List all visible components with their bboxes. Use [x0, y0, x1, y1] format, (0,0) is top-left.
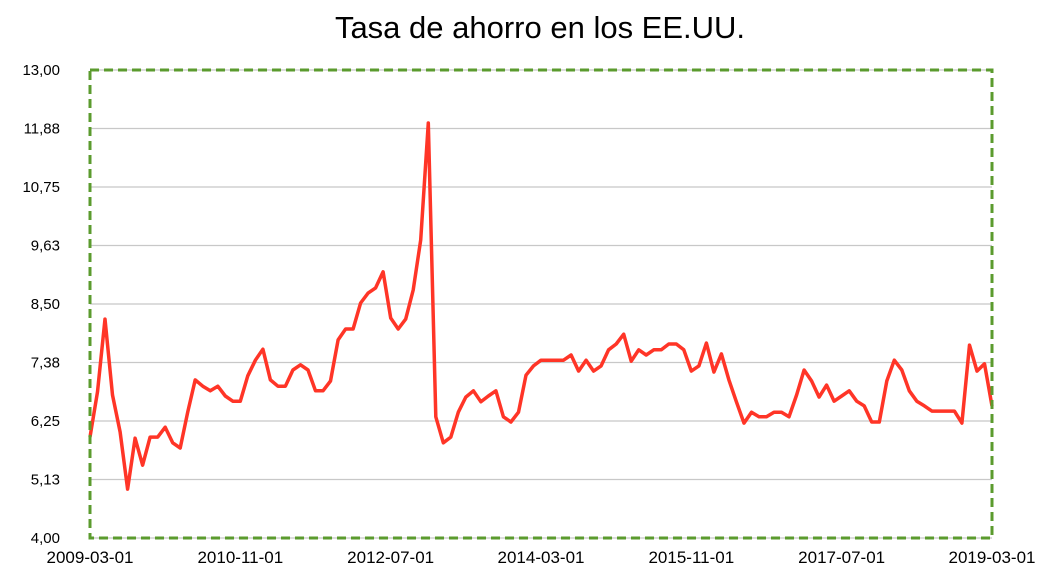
- y-axis-ticks: 4,00 5,13 6,25 7,38 8,50 9,63 10,75 11,88 13,00: [22, 62, 60, 547]
- x-tick-label: 2015-11-01: [648, 548, 734, 567]
- x-tick-label: 2014-03-01: [498, 548, 585, 567]
- chart-title: Tasa de ahorro en los EE.UU.: [335, 10, 745, 45]
- x-tick-label: 2012-07-01: [347, 548, 434, 567]
- y-tick-label: 11,88: [24, 121, 60, 138]
- x-tick-label: 2017-07-01: [798, 548, 885, 567]
- y-tick-label: 5,13: [31, 472, 60, 489]
- x-tick-label: 2009-03-01: [47, 548, 134, 567]
- y-tick-label: 9,63: [31, 238, 60, 255]
- y-tick-label: 4,00: [31, 530, 60, 547]
- x-tick-label: 2019-03-01: [949, 548, 1036, 567]
- y-tick-label: 6,25: [31, 413, 60, 430]
- plot-frame: [88, 68, 994, 540]
- y-tick-label: 7,38: [31, 355, 60, 372]
- y-tick-label: 13,00: [22, 62, 60, 79]
- series-line: [88, 121, 994, 491]
- y-tick-label: 8,50: [31, 296, 60, 313]
- gridlines: [90, 69, 992, 539]
- x-axis-ticks: 2009-03-01 2010-11-01 2012-07-01 2014-03-01…: [47, 548, 1036, 567]
- y-tick-label: 10,75: [22, 179, 60, 196]
- x-tick-label: 2010-11-01: [197, 548, 283, 567]
